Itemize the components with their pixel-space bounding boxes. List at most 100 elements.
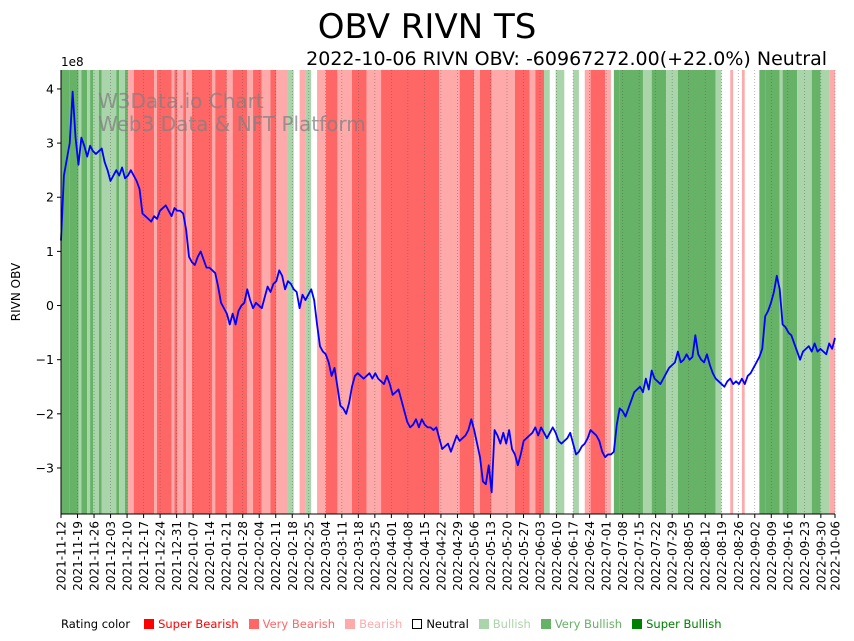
legend-label: Very Bearish [262, 617, 336, 631]
legend-swatch [478, 619, 489, 629]
x-tick-label: 2022-01-28 [236, 521, 250, 591]
rating-band [186, 70, 192, 514]
rating-band [232, 70, 248, 514]
rating-band [81, 70, 88, 514]
rating-legend: Rating color Super Bearish Very Bearish Be… [61, 617, 732, 631]
rating-band [157, 70, 172, 514]
legend-item-bullish: Bullish [478, 617, 531, 631]
legend-swatch [345, 619, 356, 629]
x-tick-label: 2022-01-21 [220, 521, 234, 591]
rating-band [215, 70, 227, 514]
rating-band [765, 70, 780, 514]
legend-swatch [412, 619, 423, 629]
x-tick-label: 2022-06-10 [550, 521, 564, 591]
y-tick-label: −2 [36, 406, 54, 421]
rating-band [191, 70, 213, 514]
rating-band [337, 70, 352, 514]
x-tick-label: 2022-02-11 [269, 521, 283, 591]
legend-swatch [632, 619, 643, 629]
rating-band [171, 70, 175, 514]
rating-band [116, 70, 120, 514]
x-tick-label: 2022-06-24 [583, 521, 597, 591]
y-multiplier: 1e8 [61, 55, 84, 69]
rating-band [226, 70, 233, 514]
legend-item-bearish: Bearish [345, 617, 402, 631]
rating-band [779, 70, 783, 514]
x-tick-label: 2021-12-24 [154, 521, 168, 591]
rating-band [87, 70, 91, 514]
x-tick-label: 2022-04-22 [434, 521, 448, 591]
rating-band [529, 70, 536, 514]
rating-band [514, 70, 530, 514]
rating-band [177, 70, 184, 514]
rating-band [721, 70, 731, 514]
rating-band [253, 70, 262, 514]
rating-band [715, 70, 722, 514]
rating-band [474, 70, 481, 514]
legend-item-very-bearish: Very Bearish [248, 617, 336, 631]
rating-band [613, 70, 620, 514]
rating-band [90, 70, 94, 514]
x-tick-label: 2022-01-14 [203, 521, 217, 591]
x-tick-label: 2022-10-06 [829, 521, 843, 591]
x-tick-label: 2022-04-29 [451, 521, 465, 591]
x-tick-label: 2022-09-02 [748, 521, 762, 591]
x-tick-label: 2022-04-15 [418, 521, 432, 591]
rating-band [759, 70, 766, 514]
legend-swatch [144, 619, 155, 629]
y-tick-label: 3 [46, 136, 54, 151]
legend-label: Super Bullish [646, 617, 722, 631]
y-axis-label: RIVN OBV [9, 262, 23, 321]
x-tick-label: 2022-03-11 [335, 521, 349, 591]
x-tick-label: 2022-07-22 [649, 521, 663, 591]
watermark-line-1: W3Data.io Chart [98, 89, 264, 113]
x-tick-label: 2022-02-25 [302, 521, 316, 591]
rating-band [305, 70, 312, 514]
rating-band [605, 70, 611, 514]
rating-band [247, 70, 254, 514]
rating-band [555, 70, 565, 514]
rating-bands [61, 70, 835, 514]
x-tick-label: 2022-03-18 [352, 521, 366, 591]
axes: −3 −2 −1 0 1 2 3 4 2021-11-12 2021-11-19 2021-11-2… [36, 70, 843, 591]
rating-band [811, 70, 821, 514]
legend-item-super-bearish: Super Bearish [144, 617, 239, 631]
rating-band [651, 70, 667, 514]
rating-band [133, 70, 155, 514]
rating-band [270, 70, 277, 514]
rating-band [544, 70, 550, 514]
rating-band [610, 70, 614, 514]
rating-band [183, 70, 187, 514]
rating-band [127, 70, 134, 514]
x-tick-label: 2021-12-03 [104, 521, 118, 591]
x-tick-label: 2022-01-07 [187, 521, 201, 591]
rating-band [366, 70, 382, 514]
obv-line [60, 90, 836, 494]
rating-band [741, 70, 745, 514]
rating-band [325, 70, 338, 514]
x-tick-label: 2022-02-18 [286, 521, 300, 591]
legend-label: Bearish [359, 617, 403, 631]
rating-band [573, 70, 579, 514]
rating-band [351, 70, 367, 514]
x-tick-label: 2022-05-27 [517, 521, 531, 591]
x-tick-label: 2022-02-04 [253, 521, 267, 591]
legend-label: Very Bullish [554, 617, 623, 631]
x-tick-label: 2022-05-20 [500, 521, 514, 591]
legend-item-very-bullish: Very Bullish [540, 617, 623, 631]
rating-band [829, 70, 835, 514]
x-tick-label: 2022-07-29 [666, 521, 680, 591]
rating-band [820, 70, 830, 514]
rating-band [276, 70, 288, 514]
rating-band [93, 70, 99, 514]
x-tick-label: 2022-09-23 [798, 521, 812, 591]
x-tick-label: 2022-08-12 [699, 521, 713, 591]
rating-band [590, 70, 606, 514]
watermark: W3Data.io Chart Web3 Data & NFT Platform [98, 89, 366, 136]
rating-band [287, 70, 294, 514]
legend-swatch [248, 619, 259, 629]
legend-label: Super Bearish [158, 617, 239, 631]
legend-swatch [540, 619, 551, 629]
rating-band [677, 70, 716, 514]
